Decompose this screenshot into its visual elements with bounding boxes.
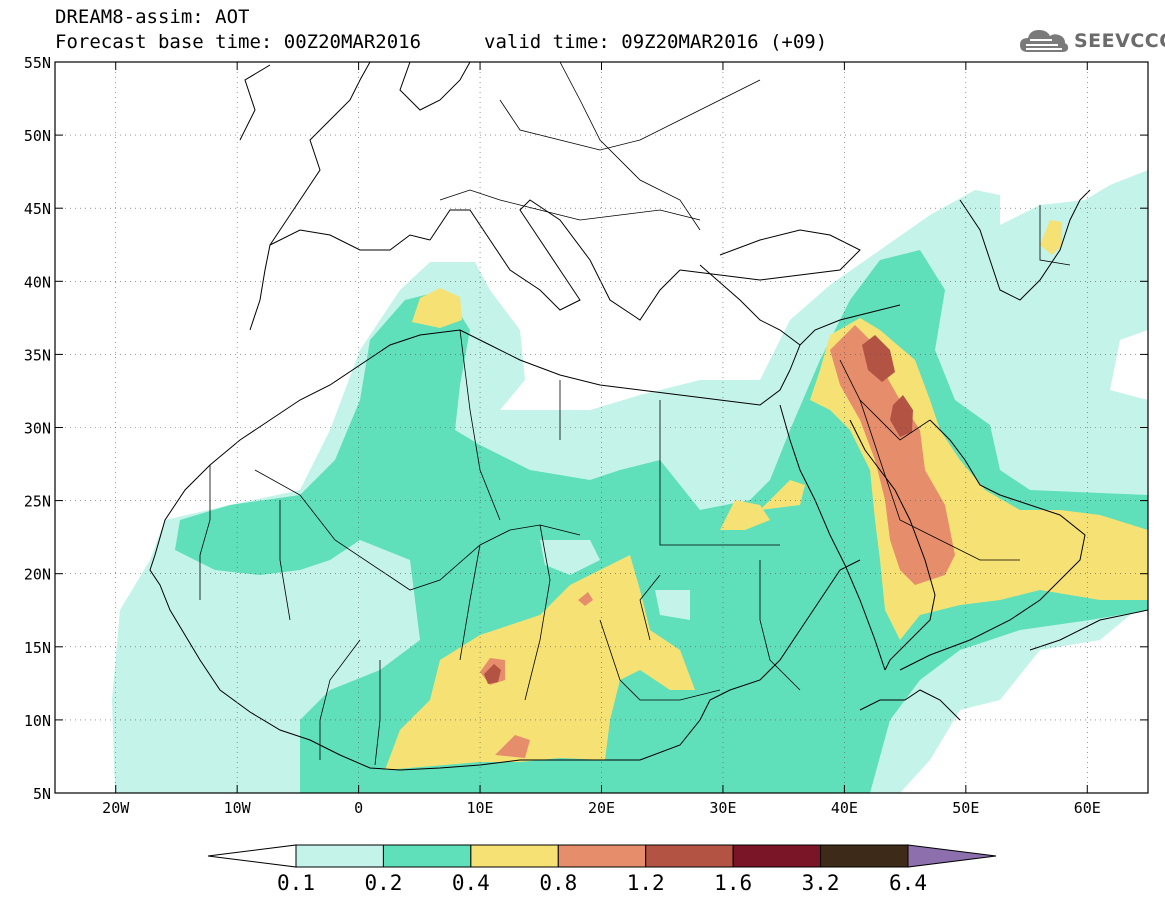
lon-label: 10W <box>224 799 252 817</box>
lat-label: 35N <box>24 346 51 364</box>
colorbar-label: 1.6 <box>714 871 752 895</box>
lat-label: 50N <box>24 127 51 145</box>
colorbar-label: 0.2 <box>364 871 402 895</box>
colorbar-segment <box>820 844 909 868</box>
colorbar-segment <box>295 844 384 868</box>
forecast-base-time: Forecast base time: 00Z20MAR2016 <box>55 31 422 53</box>
logo-text: SEEVCCC <box>1074 30 1165 52</box>
lat-label: 40N <box>24 273 51 291</box>
seevccc-logo: SEEVCCC <box>1018 26 1165 56</box>
colorbar <box>207 844 997 868</box>
lat-label: 5N <box>33 785 51 803</box>
map-frame <box>54 61 1149 794</box>
lat-label: 45N <box>24 200 51 218</box>
colorbar-label: 0.4 <box>452 871 490 895</box>
map-title: DREAM8-assim: AOT <box>55 6 250 28</box>
colorbar-label: 0.1 <box>277 871 315 895</box>
colorbar-segment <box>732 844 822 868</box>
lon-label: 20W <box>102 799 130 817</box>
country-borders <box>199 62 1071 766</box>
colorbar-label: 0.8 <box>539 871 577 895</box>
lat-label: 10N <box>24 712 51 730</box>
lon-label: 60E <box>1074 799 1101 817</box>
lon-label: 50E <box>952 799 979 817</box>
colorbar-label: 3.2 <box>802 871 840 895</box>
lon-label: 20E <box>588 799 615 817</box>
longitude-labels: 20W 10W 0 10E 20E 30E 40E 50E 60E <box>102 799 1101 817</box>
lat-label: 25N <box>24 493 51 511</box>
colorbar-labels: 0.1 0.2 0.4 0.8 1.2 1.6 3.2 6.4 <box>277 871 927 895</box>
colorbar-label: 1.2 <box>627 871 665 895</box>
aot-band-0.1 <box>112 170 1148 793</box>
lat-label: 15N <box>24 639 51 657</box>
aot-band-0.4-sahel <box>385 555 695 770</box>
colorbar-max-triangle <box>907 844 997 868</box>
lon-label: 40E <box>831 799 858 817</box>
lat-label: 30N <box>24 420 51 438</box>
lon-label: 30E <box>709 799 736 817</box>
colorbar-min-triangle <box>207 844 297 868</box>
aot-band-0.2 <box>175 250 1148 793</box>
gridlines <box>55 62 1148 793</box>
aot-band-0.8 <box>830 325 955 585</box>
colorbar-segment <box>382 844 472 868</box>
valid-time: valid time: 09Z20MAR2016 (+09) <box>484 31 828 53</box>
coastlines <box>149 62 1148 771</box>
cloud-icon <box>1020 30 1069 52</box>
aot-band-0.4-arabia <box>810 318 1148 640</box>
axis-ticks <box>55 61 1148 794</box>
colorbar-segment <box>645 844 734 868</box>
colorbar-segment <box>470 844 559 868</box>
colorbar-segment <box>557 844 647 868</box>
lat-label: 20N <box>24 566 51 584</box>
colorbar-label: 6.4 <box>889 871 927 895</box>
lon-label: 0 <box>354 799 363 817</box>
aot-band-1.2 <box>862 335 895 382</box>
lon-label: 10E <box>467 799 494 817</box>
aot-field <box>112 170 1148 793</box>
lat-label: 55N <box>24 54 51 72</box>
latitude-labels: 5N 10N 15N 20N 25N 30N 35N 40N 45N 50N 55N <box>24 54 51 803</box>
